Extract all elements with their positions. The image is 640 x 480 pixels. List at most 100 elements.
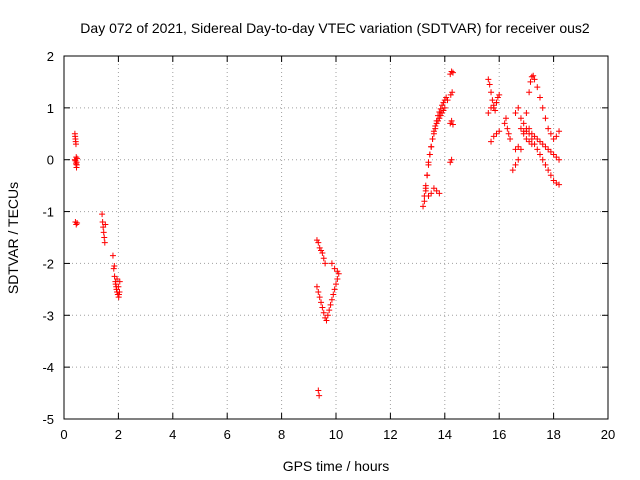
- data-point-marker: [515, 143, 522, 150]
- data-point-marker: [526, 138, 533, 145]
- data-point-marker: [520, 120, 527, 127]
- x-tick-label: 0: [60, 427, 67, 442]
- data-point-marker: [441, 104, 448, 111]
- data-point-marker: [425, 159, 432, 166]
- data-point-marker: [420, 203, 427, 210]
- data-point-marker: [443, 94, 450, 101]
- x-tick-label: 14: [438, 427, 452, 442]
- data-point-marker: [539, 156, 546, 163]
- grid-lines: [64, 56, 608, 419]
- y-tick-label: 2: [47, 49, 54, 64]
- data-point-marker: [449, 69, 456, 76]
- data-point-marker: [99, 211, 106, 218]
- data-point-marker: [320, 309, 327, 316]
- data-point-marker: [115, 291, 122, 298]
- data-point-marker: [545, 167, 552, 174]
- data-point-marker: [331, 286, 338, 293]
- data-point-marker: [493, 99, 500, 106]
- data-point-marker: [488, 138, 495, 145]
- data-point-marker: [534, 135, 541, 142]
- data-point-marker: [328, 296, 335, 303]
- data-point-marker: [444, 97, 451, 104]
- data-point-marker: [448, 117, 455, 124]
- data-point-marker: [448, 156, 455, 163]
- data-point-marker: [440, 99, 447, 106]
- data-point-marker: [430, 185, 437, 192]
- data-point-marker: [550, 177, 557, 184]
- data-point-marker: [72, 141, 79, 148]
- data-point-marker: [539, 104, 546, 111]
- data-point-marker: [319, 304, 326, 311]
- data-point-marker: [316, 392, 323, 399]
- y-tick-label: -2: [42, 256, 54, 271]
- data-point-marker: [545, 125, 552, 132]
- data-point-marker: [318, 299, 325, 306]
- data-point-marker: [526, 125, 533, 132]
- data-point-marker: [537, 94, 543, 101]
- data-point-marker: [316, 294, 323, 301]
- data-point-marker: [327, 301, 334, 308]
- data-point-marker: [517, 146, 524, 153]
- x-tick-label: 6: [224, 427, 231, 442]
- data-point-marker: [331, 265, 338, 272]
- data-point-marker: [512, 146, 519, 153]
- data-point-marker: [111, 263, 118, 270]
- data-point-marker: [433, 187, 440, 194]
- data-point-marker: [328, 260, 335, 267]
- data-point-marker: [324, 312, 331, 319]
- data-point-marker: [553, 133, 560, 140]
- data-point-marker: [523, 110, 530, 117]
- data-point-marker: [439, 110, 446, 117]
- data-point-marker: [114, 275, 121, 282]
- x-tick-label: 16: [492, 427, 506, 442]
- data-point-marker: [318, 247, 325, 254]
- data-point-marker: [313, 283, 320, 290]
- x-tick-label: 10: [329, 427, 343, 442]
- data-point-marker: [503, 115, 509, 122]
- y-tick-labels: -5 -4 -3 -2 -1 0 1 2: [42, 49, 54, 427]
- data-point-marker: [435, 117, 441, 124]
- data-point-marker: [527, 78, 534, 85]
- data-points: [71, 68, 563, 399]
- chart-title: Day 072 of 2021, Sidereal Day-to-day VTE…: [80, 20, 590, 36]
- data-point-marker: [436, 115, 443, 122]
- x-tick-label: 2: [115, 427, 122, 442]
- data-point-marker: [528, 73, 535, 80]
- data-point-marker: [490, 133, 497, 140]
- data-point-marker: [545, 146, 552, 153]
- data-point-marker: [504, 125, 511, 132]
- data-point-marker: [109, 252, 116, 259]
- data-point-marker: [313, 237, 320, 244]
- data-point-marker: [547, 172, 554, 179]
- data-point-marker: [315, 387, 322, 394]
- data-point-marker: [320, 255, 327, 262]
- data-point-marker: [99, 218, 106, 225]
- data-point-marker: [447, 91, 454, 98]
- data-point-marker: [447, 120, 454, 127]
- data-point-marker: [512, 161, 519, 168]
- data-point-marker: [433, 120, 440, 127]
- data-point-marker: [422, 187, 429, 194]
- data-point-marker: [447, 159, 454, 166]
- data-point-marker: [515, 104, 522, 111]
- data-point-marker: [496, 128, 503, 135]
- data-point-marker: [537, 151, 543, 158]
- data-point-marker: [505, 130, 512, 137]
- data-point-marker: [542, 115, 549, 122]
- data-point-marker: [531, 133, 538, 140]
- data-point-marker: [534, 84, 541, 91]
- data-point-marker: [553, 154, 560, 161]
- data-point-marker: [432, 125, 439, 132]
- data-point-marker: [485, 110, 492, 117]
- x-axis-title: GPS time / hours: [283, 458, 390, 474]
- x-tick-label: 8: [278, 427, 285, 442]
- data-point-marker: [330, 291, 337, 298]
- data-point-marker: [528, 130, 535, 137]
- x-tick-label: 4: [169, 427, 176, 442]
- data-point-marker: [436, 109, 443, 116]
- data-point-marker: [550, 151, 557, 158]
- x-tick-label: 18: [546, 427, 560, 442]
- data-point-marker: [74, 219, 81, 226]
- data-point-marker: [316, 244, 323, 251]
